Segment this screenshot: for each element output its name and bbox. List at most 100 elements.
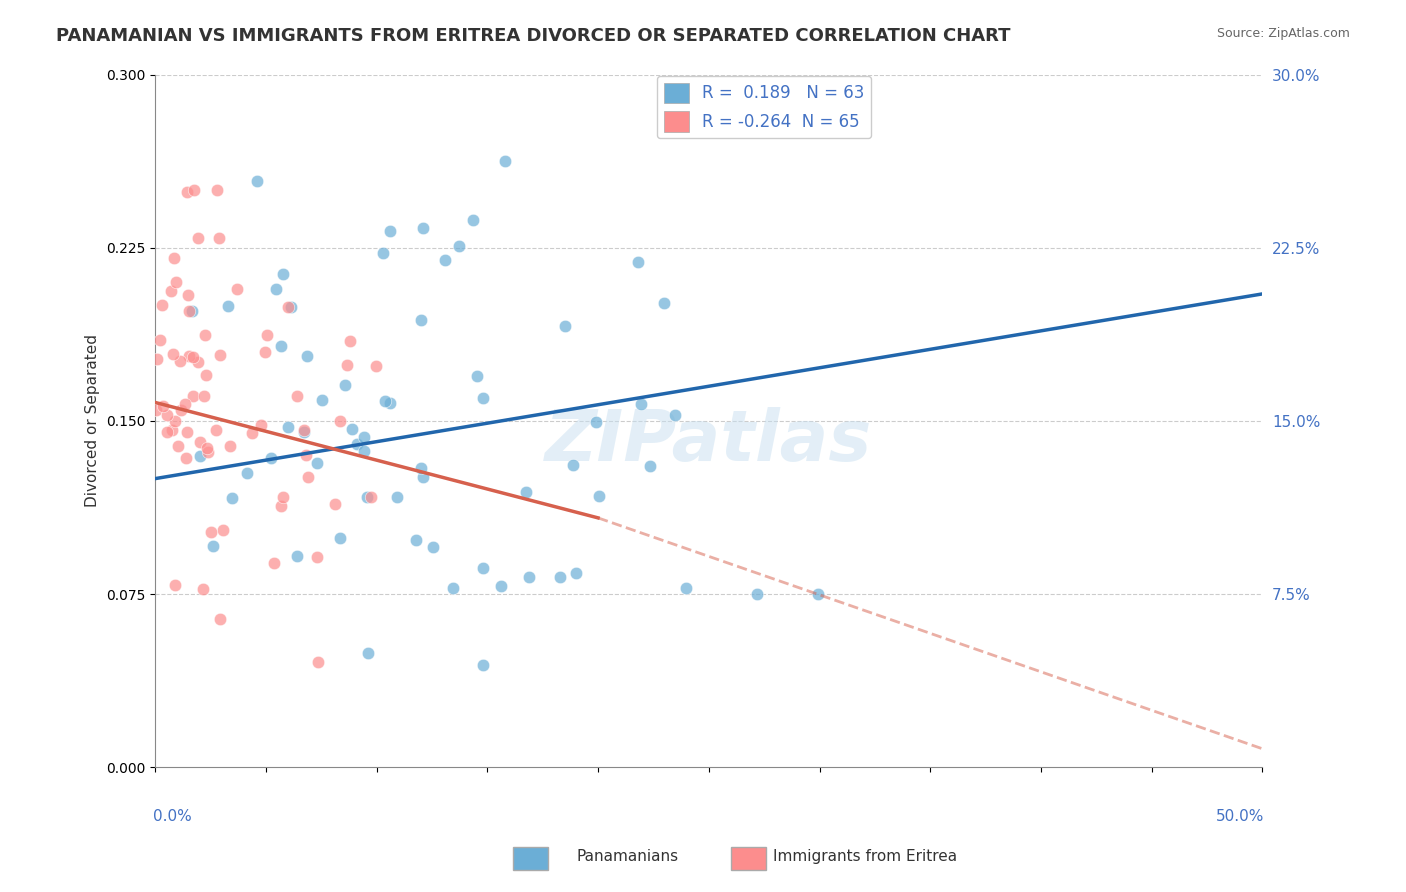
Point — [149, 333, 172, 347]
Point — [236, 466, 259, 480]
Point — [177, 350, 200, 364]
Point — [256, 327, 278, 342]
Point — [366, 359, 388, 373]
Point — [745, 587, 768, 601]
Point — [240, 425, 263, 440]
Point — [205, 423, 228, 437]
Point — [195, 368, 218, 382]
Point — [311, 392, 333, 407]
Point — [195, 441, 218, 455]
Point — [472, 561, 495, 575]
Point — [165, 275, 187, 289]
Point — [270, 338, 292, 352]
Point — [271, 268, 294, 282]
Point — [217, 299, 239, 313]
Point — [353, 430, 375, 444]
Point — [263, 556, 285, 570]
Point — [163, 578, 186, 592]
Point — [380, 395, 402, 409]
Point — [146, 352, 169, 367]
Point — [165, 414, 187, 428]
Point — [627, 255, 650, 269]
Point — [208, 348, 231, 362]
Point — [654, 295, 676, 310]
Point — [156, 408, 179, 422]
Point — [181, 389, 204, 403]
Point — [374, 393, 396, 408]
Point — [385, 490, 408, 504]
Point — [176, 186, 198, 200]
Point — [194, 327, 217, 342]
Text: Immigrants from Eritrea: Immigrants from Eritrea — [773, 849, 957, 863]
Point — [449, 239, 471, 253]
Point — [169, 353, 191, 368]
Point — [188, 434, 211, 449]
Point — [517, 570, 540, 584]
Point — [280, 301, 302, 315]
Point — [177, 304, 200, 318]
Point — [339, 334, 361, 349]
Point — [346, 437, 368, 451]
Point — [202, 539, 225, 553]
Point — [145, 403, 167, 417]
Point — [472, 391, 495, 405]
Point — [183, 183, 205, 197]
Point — [664, 408, 686, 422]
Point — [205, 183, 228, 197]
Point — [489, 579, 512, 593]
Point — [160, 423, 183, 437]
Point — [176, 425, 198, 439]
Point — [181, 350, 204, 364]
Point — [246, 174, 269, 188]
Point — [494, 154, 516, 169]
Point — [329, 531, 352, 545]
Point — [340, 422, 363, 436]
Point — [187, 354, 209, 368]
Text: Source: ZipAtlas.com: Source: ZipAtlas.com — [1216, 27, 1350, 40]
Point — [305, 456, 328, 470]
Point — [411, 313, 433, 327]
Point — [562, 458, 585, 472]
Point — [162, 347, 184, 361]
Point — [174, 397, 197, 411]
Point — [277, 300, 299, 314]
Point — [292, 423, 315, 437]
Point — [160, 284, 183, 298]
Point — [411, 461, 433, 475]
Point — [360, 490, 382, 504]
Point — [292, 425, 315, 439]
Point — [155, 425, 177, 439]
Point — [472, 658, 495, 673]
Point — [412, 470, 434, 484]
Point — [208, 231, 231, 245]
Point — [336, 359, 359, 373]
Point — [515, 485, 537, 500]
Point — [329, 414, 352, 428]
Point — [193, 389, 215, 403]
Point — [285, 389, 308, 403]
Text: ZIPatlas: ZIPatlas — [546, 407, 873, 476]
Point — [588, 489, 610, 503]
Point — [162, 252, 184, 266]
Point — [434, 253, 457, 268]
Point — [170, 402, 193, 417]
Point — [271, 490, 294, 504]
Text: 0.0%: 0.0% — [153, 809, 191, 824]
Point — [177, 288, 200, 302]
Point — [554, 318, 576, 333]
Point — [378, 224, 401, 238]
Point — [277, 420, 299, 434]
Point — [180, 303, 202, 318]
Point — [565, 566, 588, 581]
Point — [264, 282, 287, 296]
Legend: R =  0.189   N = 63, R = -0.264  N = 65: R = 0.189 N = 63, R = -0.264 N = 65 — [657, 76, 872, 138]
Point — [323, 497, 346, 511]
Point — [260, 450, 283, 465]
Point — [465, 369, 488, 384]
Point — [356, 491, 378, 505]
Point — [197, 445, 219, 459]
Point — [212, 523, 235, 537]
Point — [167, 439, 190, 453]
Point — [250, 417, 273, 432]
Text: PANAMANIAN VS IMMIGRANTS FROM ERITREA DIVORCED OR SEPARATED CORRELATION CHART: PANAMANIAN VS IMMIGRANTS FROM ERITREA DI… — [56, 27, 1011, 45]
